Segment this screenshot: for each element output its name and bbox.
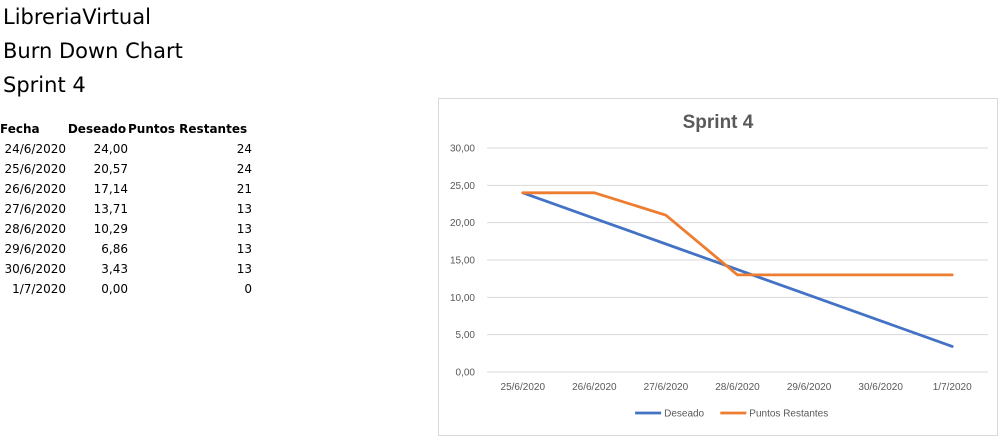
y-tick-label: 5,00: [456, 330, 476, 341]
x-tick-label: 1/7/2020: [933, 382, 972, 393]
cell-fecha[interactable]: 29/6/2020: [4, 242, 66, 256]
sprint-label[interactable]: Sprint 4: [3, 73, 86, 97]
chart-canvas: Sprint 4 0,00 5,00 10,00 15,00 20,00 25,00 30,…: [450, 112, 988, 420]
project-name[interactable]: LibreriaVirtual: [3, 5, 151, 29]
cell-deseado[interactable]: 10,29: [93, 222, 128, 236]
cell-deseado[interactable]: 20,57: [93, 162, 128, 176]
table-row: 26/6/2020 17,14 21: [0, 179, 252, 199]
cell-fecha[interactable]: 26/6/2020: [4, 182, 66, 196]
header-fecha[interactable]: Fecha: [0, 122, 40, 136]
cell-deseado[interactable]: 6,86: [101, 242, 128, 256]
x-tick-label: 28/6/2020: [715, 382, 760, 393]
table-header-row: Fecha Deseado Puntos Restantes: [0, 119, 252, 139]
table-row: 1/7/2020 0,00 0: [0, 279, 252, 299]
cell-puntos[interactable]: 24: [236, 142, 252, 156]
x-tick-label: 30/6/2020: [858, 382, 903, 393]
cell-fecha[interactable]: 28/6/2020: [4, 222, 66, 236]
y-tick-label: 10,00: [450, 293, 475, 304]
cell-puntos[interactable]: 21: [236, 182, 252, 196]
y-axis-labels: 0,00 5,00 10,00 15,00 20,00 25,00 30,00: [450, 144, 475, 379]
cell-fecha[interactable]: 30/6/2020: [4, 262, 66, 276]
series-line-puntos-restantes[interactable]: [521, 191, 954, 277]
cell-puntos[interactable]: 13: [236, 242, 252, 256]
table-row: 29/6/2020 6,86 13: [0, 239, 252, 259]
burndown-chart[interactable]: Sprint 4 0,00 5,00 10,00 15,00 20,00 25,00 30,…: [438, 98, 998, 436]
y-tick-label: 0,00: [456, 368, 476, 379]
x-tick-label: 26/6/2020: [572, 382, 617, 393]
y-tick-label: 25,00: [450, 181, 475, 192]
report-title[interactable]: Burn Down Chart: [3, 39, 183, 63]
x-tick-label: 25/6/2020: [501, 382, 546, 393]
x-tick-label: 27/6/2020: [644, 382, 689, 393]
cell-deseado[interactable]: 13,71: [93, 202, 128, 216]
cell-deseado[interactable]: 17,14: [93, 182, 128, 196]
table-row: 25/6/2020 20,57 24: [0, 159, 252, 179]
gridlines: [487, 147, 988, 373]
cell-deseado[interactable]: 24,00: [93, 142, 128, 156]
legend-label[interactable]: Puntos Restantes: [749, 409, 828, 420]
cell-puntos[interactable]: 0: [244, 282, 252, 296]
table-row: 30/6/2020 3,43 13: [0, 259, 252, 279]
y-tick-label: 20,00: [450, 218, 475, 229]
cell-fecha[interactable]: 27/6/2020: [4, 202, 66, 216]
cell-puntos[interactable]: 24: [236, 162, 252, 176]
cell-puntos[interactable]: 13: [236, 262, 252, 276]
series-line-deseado[interactable]: [521, 191, 954, 348]
cell-fecha[interactable]: 25/6/2020: [4, 162, 66, 176]
cell-puntos[interactable]: 13: [236, 222, 252, 236]
cell-fecha[interactable]: 24/6/2020: [4, 142, 66, 156]
cell-deseado[interactable]: 0,00: [101, 282, 128, 296]
table-row: 28/6/2020 10,29 13: [0, 219, 252, 239]
x-axis-labels: 25/6/2020 26/6/2020 27/6/2020 28/6/2020 29/6…: [501, 382, 973, 393]
x-tick-label: 29/6/2020: [787, 382, 832, 393]
y-tick-label: 15,00: [450, 256, 475, 267]
legend[interactable]: Deseado Puntos Restantes: [635, 409, 828, 420]
header-puntos-restantes[interactable]: Puntos Restantes: [128, 122, 248, 136]
chart-title[interactable]: Sprint 4: [683, 112, 754, 133]
burndown-table: Fecha Deseado Puntos Restantes 24/6/2020…: [0, 119, 252, 299]
series-lines: [521, 191, 954, 348]
table-row: 24/6/2020 24,00 24: [0, 139, 252, 159]
cell-deseado[interactable]: 3,43: [101, 262, 128, 276]
cell-fecha[interactable]: 1/7/2020: [12, 282, 66, 296]
sheet-titles: LibreriaVirtual Burn Down Chart Sprint 4: [3, 0, 183, 102]
legend-label[interactable]: Deseado: [664, 409, 704, 420]
y-tick-label: 30,00: [450, 144, 475, 155]
cell-puntos[interactable]: 13: [236, 202, 252, 216]
table-row: 27/6/2020 13,71 13: [0, 199, 252, 219]
header-deseado[interactable]: Deseado: [67, 122, 127, 136]
